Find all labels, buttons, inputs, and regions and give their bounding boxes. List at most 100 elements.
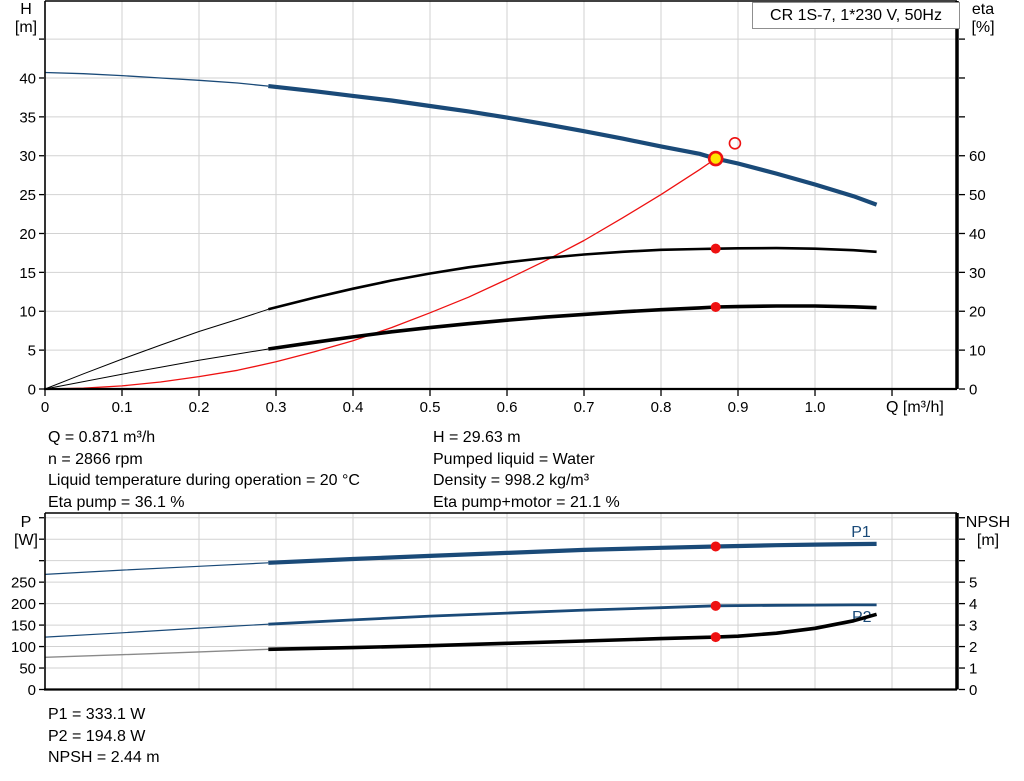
eta-axis-unit: [%]	[971, 19, 995, 36]
qh-curve-segment	[268, 84, 878, 207]
p-axis-symbol: P	[20, 514, 32, 531]
p-axis-label: P [W]	[4, 514, 48, 550]
right-tick-label: 2	[969, 639, 977, 656]
x-tick-label: 0.8	[651, 399, 672, 416]
eta-pump-motor-dot	[710, 301, 721, 312]
h-axis-unit: [m]	[14, 19, 38, 36]
qh-eta-chart-grid	[45, 1, 957, 389]
info-line-eta-pump: Eta pump = 36.1 %	[48, 494, 185, 512]
eta-pump-curve	[44, 246, 877, 390]
x-tick-label: 0.3	[266, 399, 287, 416]
npsh-axis-unit: [m]	[976, 532, 1000, 549]
pump-title: CR 1S-7, 1*230 V, 50Hz	[770, 7, 942, 24]
npsh-axis-label: NPSH [m]	[958, 514, 1018, 550]
duty-point	[707, 150, 724, 167]
system-curve	[44, 158, 717, 390]
x-tick-label: 0.7	[574, 399, 595, 416]
power-npsh-chart-grid	[45, 513, 957, 690]
qh-curve	[44, 71, 878, 207]
info-line-temperature: Liquid temperature during operation = 20…	[48, 472, 360, 490]
p2-dot	[710, 600, 721, 611]
qh-eta-chart: 0 5 10 15 20 25 30 35 40 0 10 20 30 40 50 60 0 0.1 0.2 0.3 0…	[19, 0, 986, 416]
right-tick-label: 40	[969, 226, 986, 243]
x-tick-label: 0.1	[112, 399, 133, 416]
p1-dot	[710, 541, 721, 552]
right-tick-label: 1	[969, 661, 977, 678]
left-tick-label: 15	[19, 265, 36, 282]
x-tick-label: 0.2	[189, 399, 210, 416]
h-axis-label: H [m]	[4, 1, 48, 37]
h-axis-symbol: H	[20, 1, 32, 18]
power-npsh-chart-axes: 0 50 100 150 200 250 0 1 2 3 4 5	[11, 512, 977, 699]
p1-curve-segment	[44, 562, 269, 575]
info-line-p1: P1 = 333.1 W	[48, 706, 146, 723]
left-tick-label: 5	[28, 343, 36, 360]
x-tick-label: 0.4	[343, 399, 364, 416]
left-tick-label: 25	[19, 187, 36, 204]
p2-curve-segment	[44, 623, 269, 638]
right-tick-label: 3	[969, 618, 977, 635]
right-tick-label: 30	[969, 265, 986, 282]
eta-axis-label: eta [%]	[960, 1, 1006, 37]
x-tick-label: 0.6	[497, 399, 518, 416]
npsh-axis-symbol: NPSH	[965, 514, 1011, 531]
left-tick-label: 250	[11, 575, 36, 592]
left-tick-label: 20	[19, 226, 36, 243]
x-tick-label: 0.5	[420, 399, 441, 416]
x-tick-label: 0.9	[728, 399, 749, 416]
npsh-dot	[710, 632, 721, 643]
right-tick-label: 10	[969, 343, 986, 360]
x-tick-label: 1.0	[805, 399, 826, 416]
info-line-density: Density = 998.2 kg/m³	[433, 472, 590, 490]
right-tick-label: 60	[969, 148, 986, 165]
info-line-pumped-liquid: Pumped liquid = Water	[433, 450, 595, 468]
eta-axis-symbol: eta	[971, 1, 995, 18]
eta-pump-dot	[710, 243, 721, 254]
npsh-curve-segment	[268, 612, 878, 652]
right-tick-label: 0	[969, 682, 977, 699]
p1-curve-segment	[268, 541, 877, 565]
left-tick-label: 35	[19, 109, 36, 126]
rated-point-ring	[728, 136, 742, 150]
left-tick-label: 0	[28, 382, 36, 399]
left-tick-label: 40	[19, 70, 36, 87]
left-tick-label: 10	[19, 304, 36, 321]
right-tick-label: 0	[969, 382, 977, 399]
left-tick-label: 200	[11, 596, 36, 613]
left-tick-label: 0	[28, 682, 36, 699]
p2-curve-segment	[268, 603, 877, 626]
left-tick-label: 30	[19, 148, 36, 165]
eta-pump-curve-segment	[267, 246, 877, 311]
info-line-q: Q = 0.871 m³/h	[48, 429, 156, 446]
system-curve-segment	[44, 158, 717, 390]
right-tick-label: 50	[969, 187, 986, 204]
power-info-block: P1 = 333.1 W P2 = 194.8 W NPSH = 2.44 m	[48, 704, 160, 769]
pump-title-box: CR 1S-7, 1*230 V, 50Hz	[752, 2, 960, 29]
eta-pump-motor-curve-segment	[268, 304, 877, 351]
info-line-npsh: NPSH = 2.44 m	[48, 749, 160, 767]
eta-pump-curve-segment	[44, 308, 269, 390]
info-line-eta-pump-motor: Eta pump+motor = 21.1 %	[433, 494, 620, 512]
x-tick-label: 0	[41, 399, 49, 416]
duty-info-right: H = 29.63 m Pumped liquid = Water Densit…	[433, 427, 620, 514]
left-tick-label: 150	[11, 618, 36, 635]
p-axis-unit: [W]	[14, 532, 38, 549]
info-line-n: n = 2866 rpm	[48, 450, 143, 468]
right-tick-label: 20	[969, 304, 986, 321]
qh-curve-segment	[44, 71, 269, 87]
power-npsh-chart: P 2 P10 50 100 150 200 250 0 1 2 3 4 5	[11, 512, 977, 699]
eta-pump-motor-curve-segment	[44, 348, 269, 390]
info-line-p2: P2 = 194.8 W	[48, 727, 146, 745]
npsh-curve	[44, 612, 878, 658]
qh-eta-chart-axes: 0 5 10 15 20 25 30 35 40 0 10 20 30 40 50 60 0 0.1 0.2 0.3 0…	[19, 0, 986, 416]
info-line-h: H = 29.63 m	[433, 429, 521, 446]
duty-info-left: Q = 0.871 m³/h n = 2866 rpm Liquid tempe…	[48, 427, 360, 514]
npsh-curve-segment	[44, 648, 269, 658]
p1-curve	[44, 541, 877, 575]
left-tick-label: 50	[19, 661, 36, 678]
p1-label: P1	[851, 524, 871, 541]
eta-pump-motor-curve	[44, 304, 877, 390]
right-tick-label: 4	[969, 596, 977, 613]
